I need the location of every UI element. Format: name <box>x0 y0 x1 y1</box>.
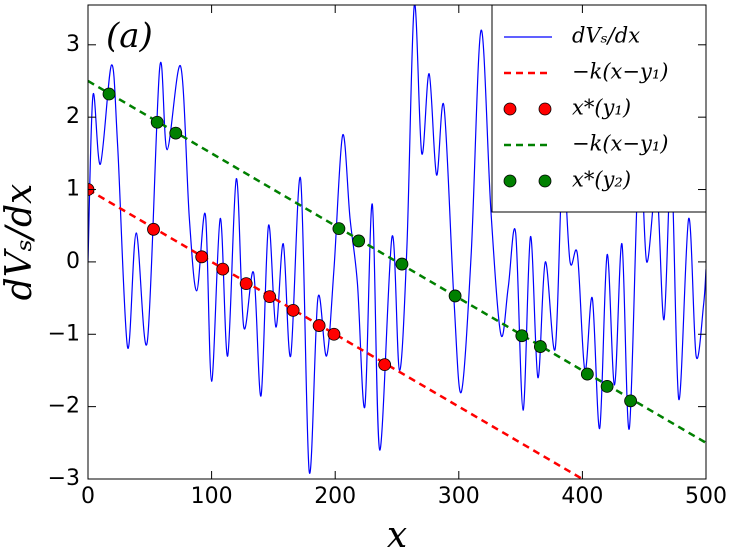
data-point <box>448 289 462 303</box>
legend-label: x*(y₁) <box>572 96 631 120</box>
legend-marker <box>538 174 552 188</box>
data-point <box>150 115 164 129</box>
data-point <box>327 327 341 341</box>
y-tick-label: −1 <box>48 321 80 346</box>
x-tick-label: 500 <box>685 484 727 509</box>
data-point <box>195 250 209 264</box>
y-tick-label: −2 <box>48 394 80 419</box>
data-point <box>395 257 409 271</box>
legend-marker <box>503 102 517 116</box>
y-tick-label: 2 <box>66 104 80 129</box>
plot-frame <box>87 4 707 480</box>
data-point <box>624 394 638 408</box>
data-point <box>263 290 277 304</box>
x-tick-label: 400 <box>561 484 603 509</box>
data-point <box>580 367 594 381</box>
y-tick-label: 1 <box>66 177 80 202</box>
y-tick-label: 3 <box>66 32 80 57</box>
legend-label: x*(y₂) <box>572 168 631 192</box>
annotation: (a) <box>106 16 153 56</box>
data-point <box>600 379 614 393</box>
data-point <box>533 340 547 353</box>
data-point <box>239 277 253 291</box>
data-point <box>352 234 366 248</box>
data-point <box>332 222 346 236</box>
data-point <box>102 87 116 101</box>
data-point <box>169 126 183 140</box>
data-point <box>312 319 326 332</box>
legend-label: dVₛ/dx <box>572 24 640 48</box>
y-tick-label: −3 <box>48 466 80 491</box>
y-axis-label: dVₛ/dx <box>0 184 40 301</box>
data-point <box>515 329 529 343</box>
data-layer <box>88 5 706 479</box>
x-axis-label: x <box>387 515 407 556</box>
legend-marker <box>538 102 552 116</box>
legend-box <box>491 4 707 213</box>
legend-marker <box>503 174 517 188</box>
x-tick-label: 300 <box>438 484 480 509</box>
x-tick-label: 200 <box>314 484 356 509</box>
x-tick-label: 0 <box>81 484 95 509</box>
data-point <box>147 222 160 236</box>
data-point <box>286 303 300 317</box>
data-point <box>216 262 230 276</box>
data-point <box>378 358 392 372</box>
y-tick-label: 0 <box>66 249 80 274</box>
legend: dVₛ/dx −k(x−y₁) x*(y₁) −k(x−y₁) x*(y₂) <box>491 4 707 213</box>
legend-label: −k(x−y₁) <box>572 60 668 84</box>
legend-label: −k(x−y₁) <box>572 132 668 156</box>
series-line <box>88 5 706 474</box>
x-tick-label: 100 <box>191 484 233 509</box>
